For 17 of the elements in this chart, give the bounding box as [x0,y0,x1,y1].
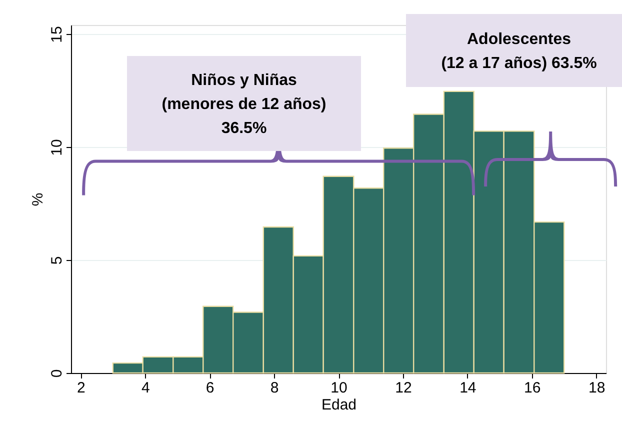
y-tick-label: 15 [48,26,66,43]
x-tick-label: 18 [588,380,606,396]
annotation: Niños y Niñas (menores de 12 años) 36.5% [162,72,326,137]
y-tick-label: 5 [48,256,66,265]
x-axis-title: Edad [321,396,357,414]
annotation: Adolescentes (12 a 17 años) 63.5% [441,31,597,72]
x-tick-label: 14 [460,380,476,396]
x-tick-label: 12 [395,380,412,396]
y-axis-title: % [30,192,46,206]
x-tick-label: 16 [524,380,541,396]
y-tick-label: 10 [48,139,66,156]
y-tick-label: 0 [48,369,66,378]
x-tick-label: 8 [270,380,279,396]
x-tick-label: 2 [76,380,86,396]
x-tick-label: 10 [330,380,348,396]
x-tick-label: 6 [206,380,214,396]
x-tick-label: 4 [141,380,150,396]
